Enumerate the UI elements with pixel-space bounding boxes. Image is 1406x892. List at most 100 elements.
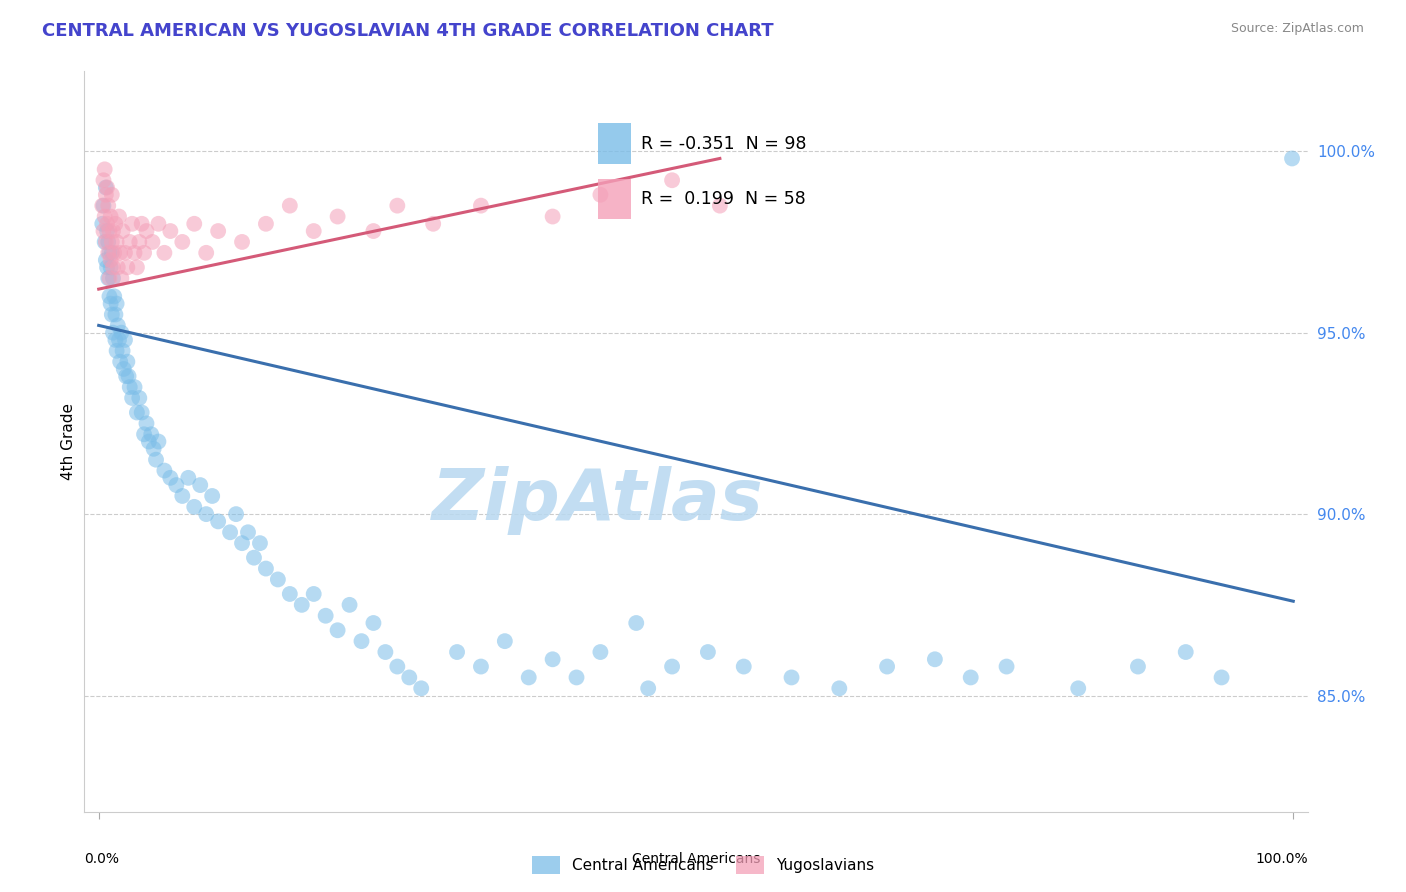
Point bbox=[112, 362, 135, 376]
Point bbox=[195, 245, 218, 260]
Y-axis label: 4th Grade: 4th Grade bbox=[60, 403, 76, 480]
Point bbox=[132, 427, 155, 442]
Point bbox=[1211, 670, 1233, 684]
Point bbox=[661, 659, 683, 673]
Point bbox=[121, 391, 143, 405]
Point bbox=[565, 670, 588, 684]
Point bbox=[148, 217, 170, 231]
Point bbox=[470, 199, 492, 213]
Point bbox=[121, 217, 143, 231]
Point bbox=[374, 645, 396, 659]
Point bbox=[105, 343, 128, 358]
Point bbox=[153, 464, 176, 478]
Point bbox=[326, 210, 349, 224]
Point bbox=[153, 245, 176, 260]
Point bbox=[118, 235, 141, 249]
Point bbox=[446, 645, 468, 659]
Point bbox=[98, 289, 121, 303]
Point bbox=[108, 354, 131, 368]
Point bbox=[101, 308, 124, 322]
Point bbox=[470, 659, 492, 673]
Point bbox=[422, 217, 444, 231]
Point bbox=[93, 173, 115, 187]
Point bbox=[302, 587, 325, 601]
Point bbox=[780, 670, 803, 684]
Point bbox=[302, 224, 325, 238]
Point bbox=[138, 434, 160, 449]
Point bbox=[101, 235, 124, 249]
Point bbox=[98, 271, 121, 285]
Point bbox=[148, 434, 170, 449]
Point bbox=[1281, 152, 1303, 166]
Point bbox=[93, 210, 115, 224]
Point bbox=[1126, 659, 1149, 673]
Point bbox=[101, 271, 124, 285]
Point bbox=[93, 199, 115, 213]
Point bbox=[111, 343, 134, 358]
Point bbox=[350, 634, 373, 648]
Point bbox=[159, 471, 181, 485]
Point bbox=[131, 217, 153, 231]
Point bbox=[101, 326, 124, 340]
Point bbox=[96, 217, 118, 231]
Point bbox=[141, 235, 163, 249]
Point bbox=[207, 224, 229, 238]
Point bbox=[131, 405, 153, 419]
Point bbox=[107, 318, 129, 333]
Point bbox=[93, 224, 115, 238]
Point bbox=[398, 670, 420, 684]
Point bbox=[315, 608, 337, 623]
Point bbox=[589, 645, 612, 659]
Point bbox=[188, 478, 211, 492]
Point bbox=[1067, 681, 1090, 696]
Text: ZipAtlas: ZipAtlas bbox=[432, 467, 763, 535]
Point bbox=[183, 217, 205, 231]
Point bbox=[141, 427, 163, 442]
Point bbox=[411, 681, 433, 696]
Point bbox=[114, 245, 136, 260]
Point bbox=[339, 598, 361, 612]
Point bbox=[117, 354, 139, 368]
Text: 100.0%: 100.0% bbox=[1256, 853, 1308, 866]
Point bbox=[125, 260, 148, 275]
Point bbox=[100, 253, 122, 268]
Point bbox=[124, 245, 146, 260]
Point bbox=[97, 199, 120, 213]
Point bbox=[100, 260, 122, 275]
Point bbox=[110, 271, 132, 285]
Point bbox=[876, 659, 898, 673]
Point bbox=[100, 296, 122, 310]
Point bbox=[278, 199, 301, 213]
Point bbox=[91, 199, 114, 213]
Point bbox=[97, 235, 120, 249]
Point bbox=[236, 525, 259, 540]
Point bbox=[225, 507, 247, 521]
Point bbox=[1174, 645, 1197, 659]
Point bbox=[93, 162, 115, 177]
Point bbox=[114, 333, 136, 347]
Point bbox=[733, 659, 755, 673]
Text: Central Americans: Central Americans bbox=[631, 853, 761, 866]
Point bbox=[100, 210, 122, 224]
Point bbox=[108, 333, 131, 347]
Point bbox=[626, 615, 648, 630]
Point bbox=[828, 681, 851, 696]
Point bbox=[363, 615, 385, 630]
Point bbox=[696, 645, 718, 659]
Point bbox=[91, 217, 114, 231]
Point bbox=[101, 224, 124, 238]
Point bbox=[201, 489, 224, 503]
Point bbox=[94, 187, 117, 202]
Point bbox=[145, 452, 167, 467]
Point bbox=[124, 380, 146, 394]
Point bbox=[104, 333, 127, 347]
Point bbox=[94, 180, 117, 194]
Point bbox=[115, 369, 138, 384]
Point bbox=[207, 515, 229, 529]
Point bbox=[94, 253, 117, 268]
Point bbox=[128, 391, 150, 405]
Point bbox=[219, 525, 242, 540]
Point bbox=[291, 598, 314, 612]
Point bbox=[101, 260, 124, 275]
Point bbox=[101, 245, 124, 260]
